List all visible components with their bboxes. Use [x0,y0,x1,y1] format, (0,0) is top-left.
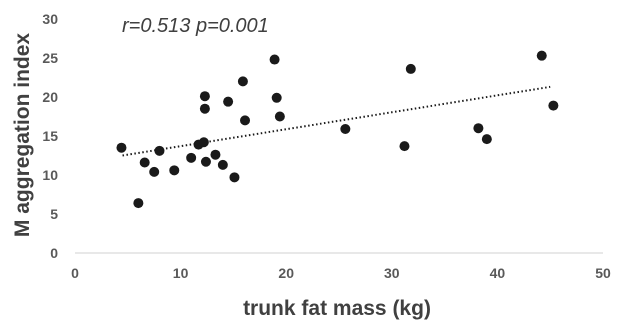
x-axis-title: trunk fat mass (kg) [243,297,431,320]
y-axis-title: M aggregation index [11,33,34,238]
data-point [271,92,282,103]
data-point [199,103,210,114]
y-tick-label: 20 [42,89,58,105]
y-tick-label: 0 [50,245,58,261]
data-point [210,149,221,160]
data-point [548,100,559,111]
y-tick-label: 25 [42,50,58,66]
y-tick-label: 15 [42,128,58,144]
data-point [274,111,285,122]
data-point [405,63,416,74]
x-tick-label: 50 [595,265,611,281]
y-tick-label: 5 [50,206,58,222]
data-point [200,156,211,167]
data-point [223,96,234,107]
data-point [269,54,280,65]
correlation-annotation: r=0.513 p=0.001 [122,15,269,37]
data-point [154,145,165,156]
data-point [169,165,180,176]
x-tick-label: 30 [384,265,400,281]
y-tick-labels: 0 5 10 15 20 25 30 [42,11,58,261]
y-tick-label: 30 [42,11,58,27]
data-point [473,123,484,134]
data-point [340,123,351,134]
x-tick-label: 0 [71,265,79,281]
data-point [199,91,210,102]
data-point [186,152,197,163]
data-points [116,50,559,209]
data-point [237,76,248,87]
data-point [139,157,150,168]
x-tick-label: 40 [490,265,506,281]
data-point [536,50,547,61]
x-tick-label: 20 [278,265,294,281]
data-point [217,159,228,170]
data-point [399,141,410,152]
data-point [116,142,127,153]
data-point [198,137,209,148]
data-point [240,115,251,126]
data-point [481,134,492,145]
data-point [229,172,240,183]
x-tick-labels: 0 10 20 30 40 50 [71,265,611,281]
data-point [149,166,160,177]
x-tick-label: 10 [173,265,189,281]
y-tick-label: 10 [42,167,58,183]
data-point [133,198,144,209]
